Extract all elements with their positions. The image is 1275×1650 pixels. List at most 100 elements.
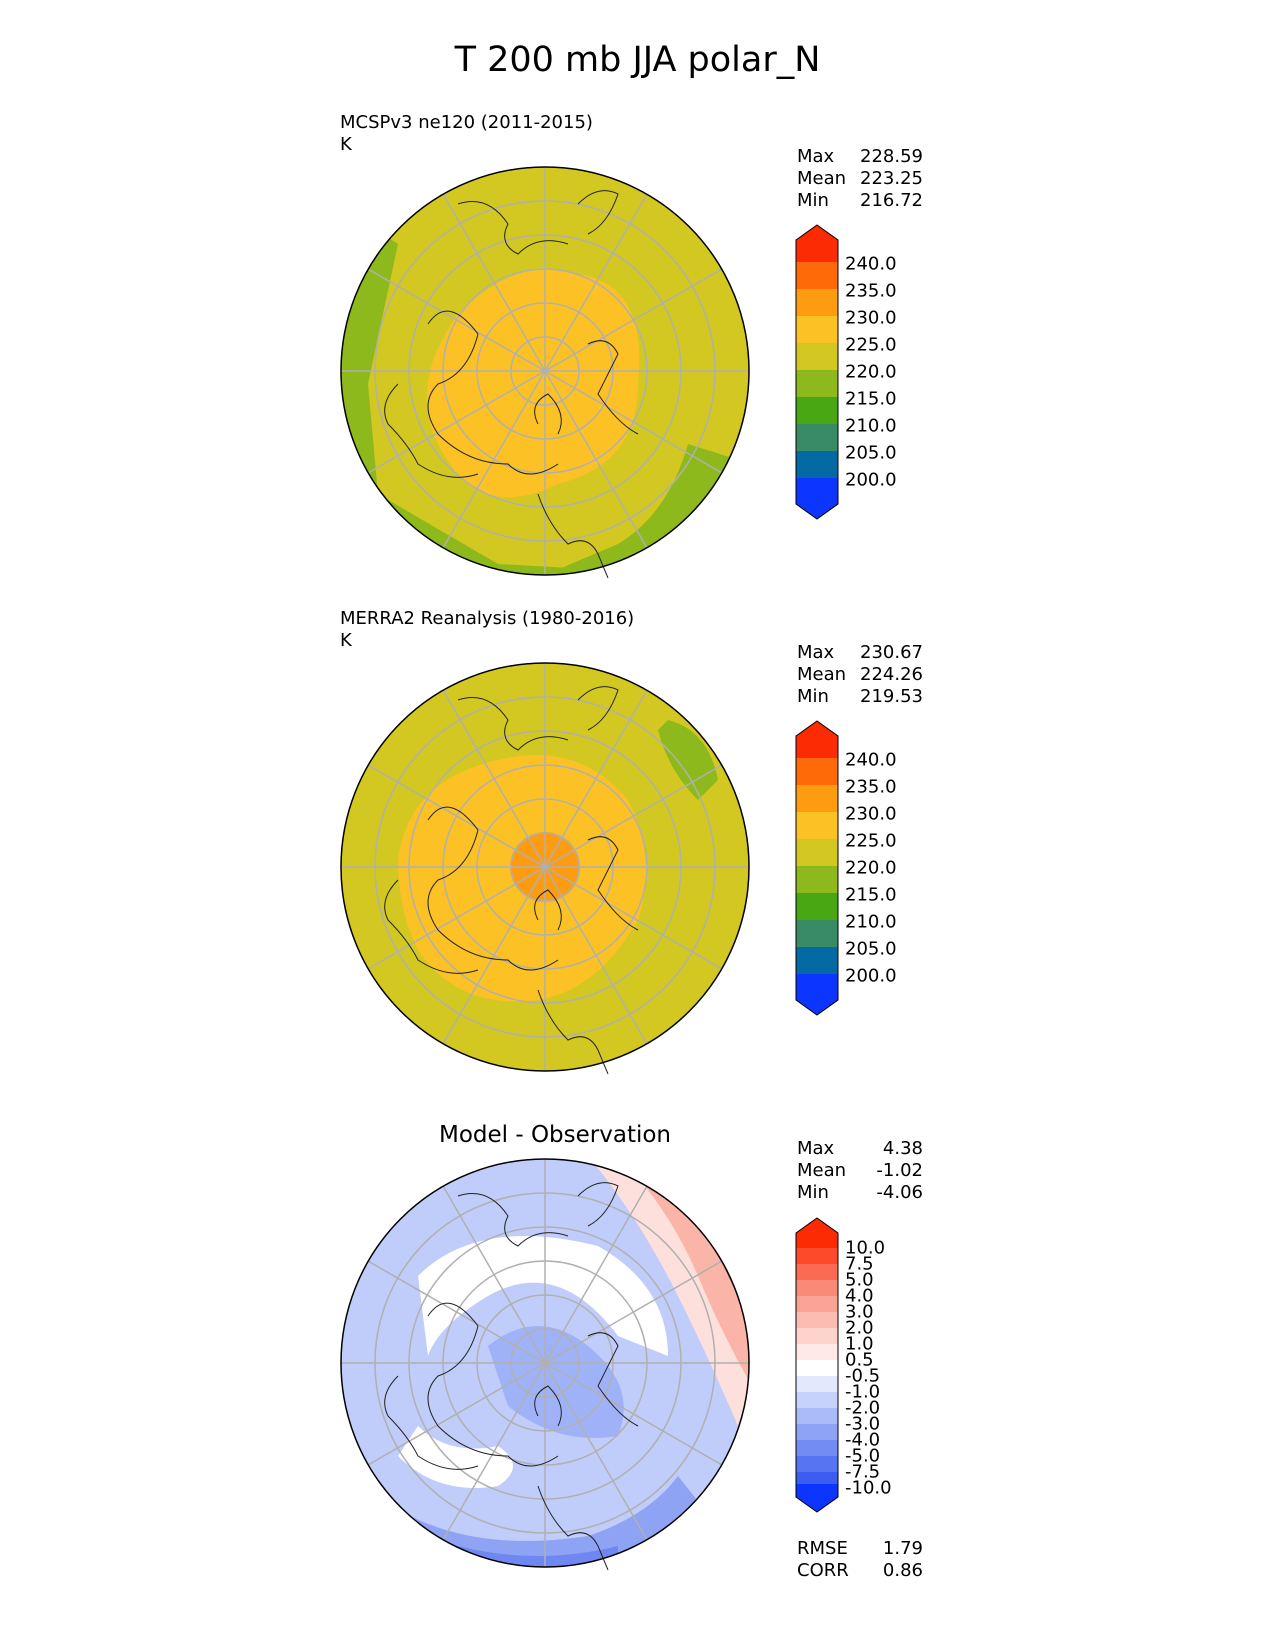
panel3-stats: Max 4.38 Mean -1.02 Min -4.06: [797, 1138, 923, 1204]
panel1-label: MCSPv3 ne120 (2011-2015): [340, 112, 593, 133]
panel3-cb-band: [796, 1312, 838, 1328]
panel3-cb-band: [796, 1248, 838, 1264]
panel3-cb-band: [796, 1296, 838, 1312]
panel1-tick: 200.0: [845, 469, 897, 491]
panel1-map-border: [340, 166, 750, 576]
panel2-graticule: [341, 663, 749, 1071]
panel2-map: [340, 662, 750, 1074]
panel1-cb-240: [796, 262, 838, 289]
panel3-colorbar: [795, 1217, 839, 1513]
panel3-tick: -3.0: [845, 1413, 881, 1435]
panel3-max: 4.38: [882, 1138, 923, 1159]
panel2-stats: Max 230.67 Mean 224.26 Min 219.53: [797, 642, 923, 708]
panel3-cb-band: [796, 1328, 838, 1344]
panel2-coastlines: [384, 686, 639, 1074]
panel3-min-label: Min: [797, 1182, 829, 1203]
panel3-max-label: Max: [797, 1138, 835, 1159]
panel3-tick: -2.0: [845, 1397, 881, 1419]
panel3-coastlines: [384, 1182, 639, 1570]
panel3-tick: -10.0: [845, 1477, 892, 1499]
panel3-tick: 3.0: [845, 1301, 874, 1323]
panel2-cb-230: [796, 812, 838, 839]
panel3-graticule: [341, 1159, 749, 1567]
panel3-title: Model - Observation: [438, 1122, 672, 1148]
panel3-min: -4.06: [876, 1182, 923, 1203]
panel1-graticule: [341, 167, 749, 575]
panel3-tick: 10.0: [845, 1237, 886, 1259]
panel3-cb-band: [796, 1472, 838, 1484]
panel3-mean: -1.02: [876, 1160, 923, 1181]
panel2-min: 219.53: [860, 686, 923, 707]
panel2-tick: 225.0: [845, 830, 897, 852]
panel1-tick: 220.0: [845, 361, 897, 383]
panel2-tick: 210.0: [845, 911, 897, 933]
panel3-cb-under: [796, 1484, 838, 1512]
panel3-cb-band: [796, 1440, 838, 1456]
panel1-cb-under: [796, 478, 838, 519]
panel3-field-neutral-south: [398, 1426, 513, 1488]
panel3-tick: -4.0: [845, 1429, 881, 1451]
panel1-tick: 225.0: [845, 334, 897, 356]
panel2-label: MERRA2 Reanalysis (1980-2016): [340, 608, 635, 629]
panel3-cb-over: [796, 1218, 838, 1248]
panel3-cb-band: [796, 1424, 838, 1440]
panel3-cb-band: [796, 1344, 838, 1360]
panel1-mean: 223.25: [860, 168, 923, 189]
panel1-cb-235: [796, 289, 838, 316]
panel1-coastlines: [384, 190, 639, 578]
panel2-max: 230.67: [860, 642, 923, 663]
panel3-tick: -7.5: [845, 1461, 881, 1483]
panel3-tick: 4.0: [845, 1285, 874, 1307]
panel1-map: [340, 166, 750, 578]
panel2-cb-under: [796, 974, 838, 1015]
panel1-cb-205: [796, 451, 838, 478]
panel1-cb-220: [796, 370, 838, 397]
panel3-field-neutral-north: [418, 1236, 668, 1356]
panel2-tick: 220.0: [845, 857, 897, 879]
panel3-rmse-label: RMSE: [797, 1538, 848, 1559]
panel1-max-label: Max: [797, 146, 835, 167]
figure-title: T 200 mb JJA polar_N: [454, 40, 821, 80]
panel2-cb-215: [796, 893, 838, 920]
panel2-tick: 215.0: [845, 884, 897, 906]
panel2-min-label: Min: [797, 686, 829, 707]
panel2-colorbar: [795, 720, 839, 1016]
panel1-label-block: MCSPv3 ne120 (2011-2015) K: [340, 112, 593, 156]
panel2-tick: 200.0: [845, 965, 897, 987]
panel2-mean-label: Mean: [797, 664, 847, 685]
panel1-min-label: Min: [797, 190, 829, 211]
panel3-metrics: RMSE 1.79 CORR 0.86: [797, 1538, 923, 1582]
panel1-units: K: [340, 134, 352, 155]
panel3-cb-band: [796, 1408, 838, 1424]
panel2-tick: 240.0: [845, 749, 897, 771]
panel3-cb-band: [796, 1280, 838, 1296]
panel2-max-label: Max: [797, 642, 835, 663]
panel3-tick: -5.0: [845, 1445, 881, 1467]
panel2-cb-205: [796, 947, 838, 974]
panel2-field-low-east: [658, 720, 718, 800]
panel2-map-border: [340, 662, 750, 1072]
panel1-cb-210: [796, 424, 838, 451]
panel2-tick: 235.0: [845, 776, 897, 798]
panel3-map-border: [340, 1158, 750, 1568]
panel3-corr: 0.86: [882, 1560, 923, 1581]
panel3-tick: -1.0: [845, 1381, 881, 1403]
panel2-cb-235: [796, 785, 838, 812]
panel1-tick: 230.0: [845, 307, 897, 329]
panel1-tick: 240.0: [845, 253, 897, 275]
panel1-cb-215: [796, 397, 838, 424]
panel3-tick: 1.0: [845, 1333, 874, 1355]
panel1-tick: 210.0: [845, 415, 897, 437]
panel3-cb-band: [796, 1360, 838, 1376]
panel3-tick: 5.0: [845, 1269, 874, 1291]
panel2-units: K: [340, 630, 352, 651]
panel3-cb-band: [796, 1456, 838, 1472]
panel1-max: 228.59: [860, 146, 923, 167]
panel3-corr-label: CORR: [797, 1560, 849, 1581]
panel2-cb-210: [796, 920, 838, 947]
panel3-map: [340, 1158, 750, 1570]
panel1-stats: Max 228.59 Mean 223.25 Min 216.72: [797, 146, 923, 212]
panel3-rmse: 1.79: [882, 1538, 923, 1559]
panel2-cb-240: [796, 758, 838, 785]
panel1-tick: 235.0: [845, 280, 897, 302]
